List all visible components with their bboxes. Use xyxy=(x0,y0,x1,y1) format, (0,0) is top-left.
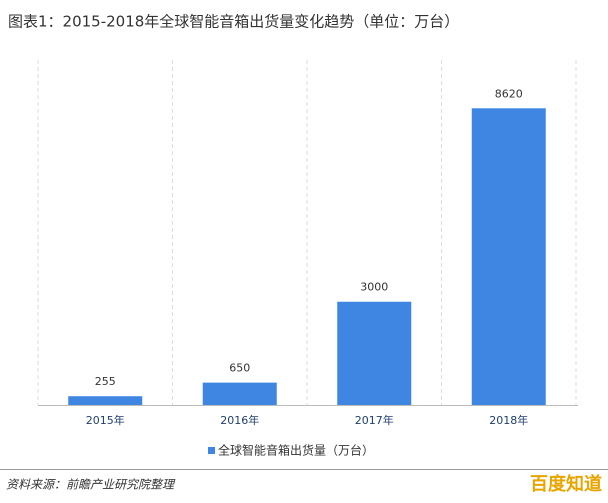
value-label: 650 xyxy=(229,362,250,375)
x-tick-label: 2015年 xyxy=(86,413,125,427)
bar xyxy=(202,382,277,405)
bar xyxy=(68,396,143,405)
bar xyxy=(337,301,412,405)
value-label: 255 xyxy=(95,375,116,388)
x-tick-label: 2018年 xyxy=(489,413,528,427)
watermark: 百度知道 xyxy=(530,473,602,495)
bar xyxy=(471,108,546,405)
value-label: 8620 xyxy=(495,87,523,100)
value-label: 3000 xyxy=(360,281,388,294)
source: 资料来源：前瞻产业研究院整理 xyxy=(6,478,176,492)
legend-swatch xyxy=(208,447,215,454)
chart-title: 图表1：2015-2018年全球智能音箱出货量变化趋势（单位：万台） xyxy=(8,13,459,31)
legend-label: 全球智能音箱出货量（万台） xyxy=(218,443,374,458)
x-tick-label: 2017年 xyxy=(355,413,394,427)
x-tick-label: 2016年 xyxy=(220,413,259,427)
